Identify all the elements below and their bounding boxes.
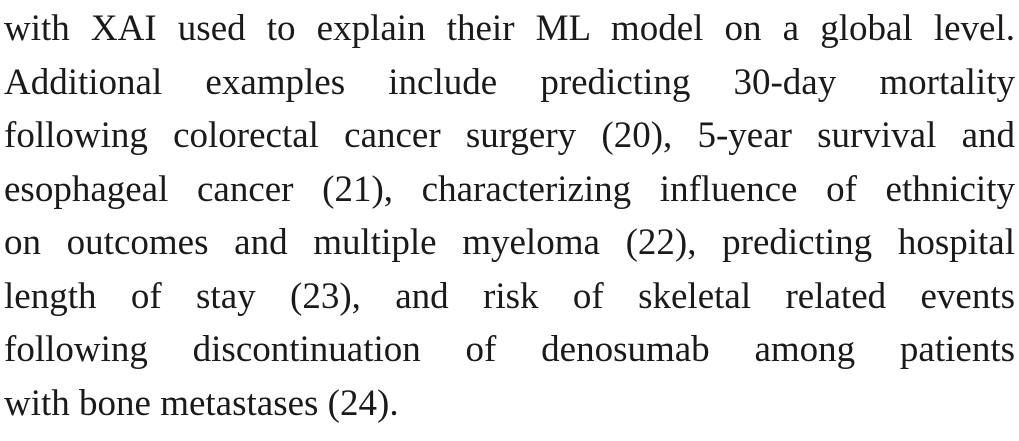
paragraph-line-6: length of stay (23), and risk of skeleta… [4, 275, 1015, 317]
paragraph-line-1: with XAI used to explain their ML model … [4, 8, 1015, 49]
paragraph-line-2: Additional examples include predicting 3… [4, 61, 1015, 103]
paragraph-line-5: on outcomes and multiple myeloma (22), p… [4, 222, 1015, 263]
paragraph-line-8: with bone metastases (24). [4, 382, 399, 424]
paragraph-line-3: following colorectal cancer surgery (20)… [4, 115, 1015, 156]
paragraph-line-7: following discontinuation of denosumab a… [4, 329, 1015, 370]
body-paragraph: with XAI used to explain their ML model … [4, 2, 1015, 430]
paragraph-line-4: esophageal cancer (21), characterizing i… [4, 168, 1015, 210]
